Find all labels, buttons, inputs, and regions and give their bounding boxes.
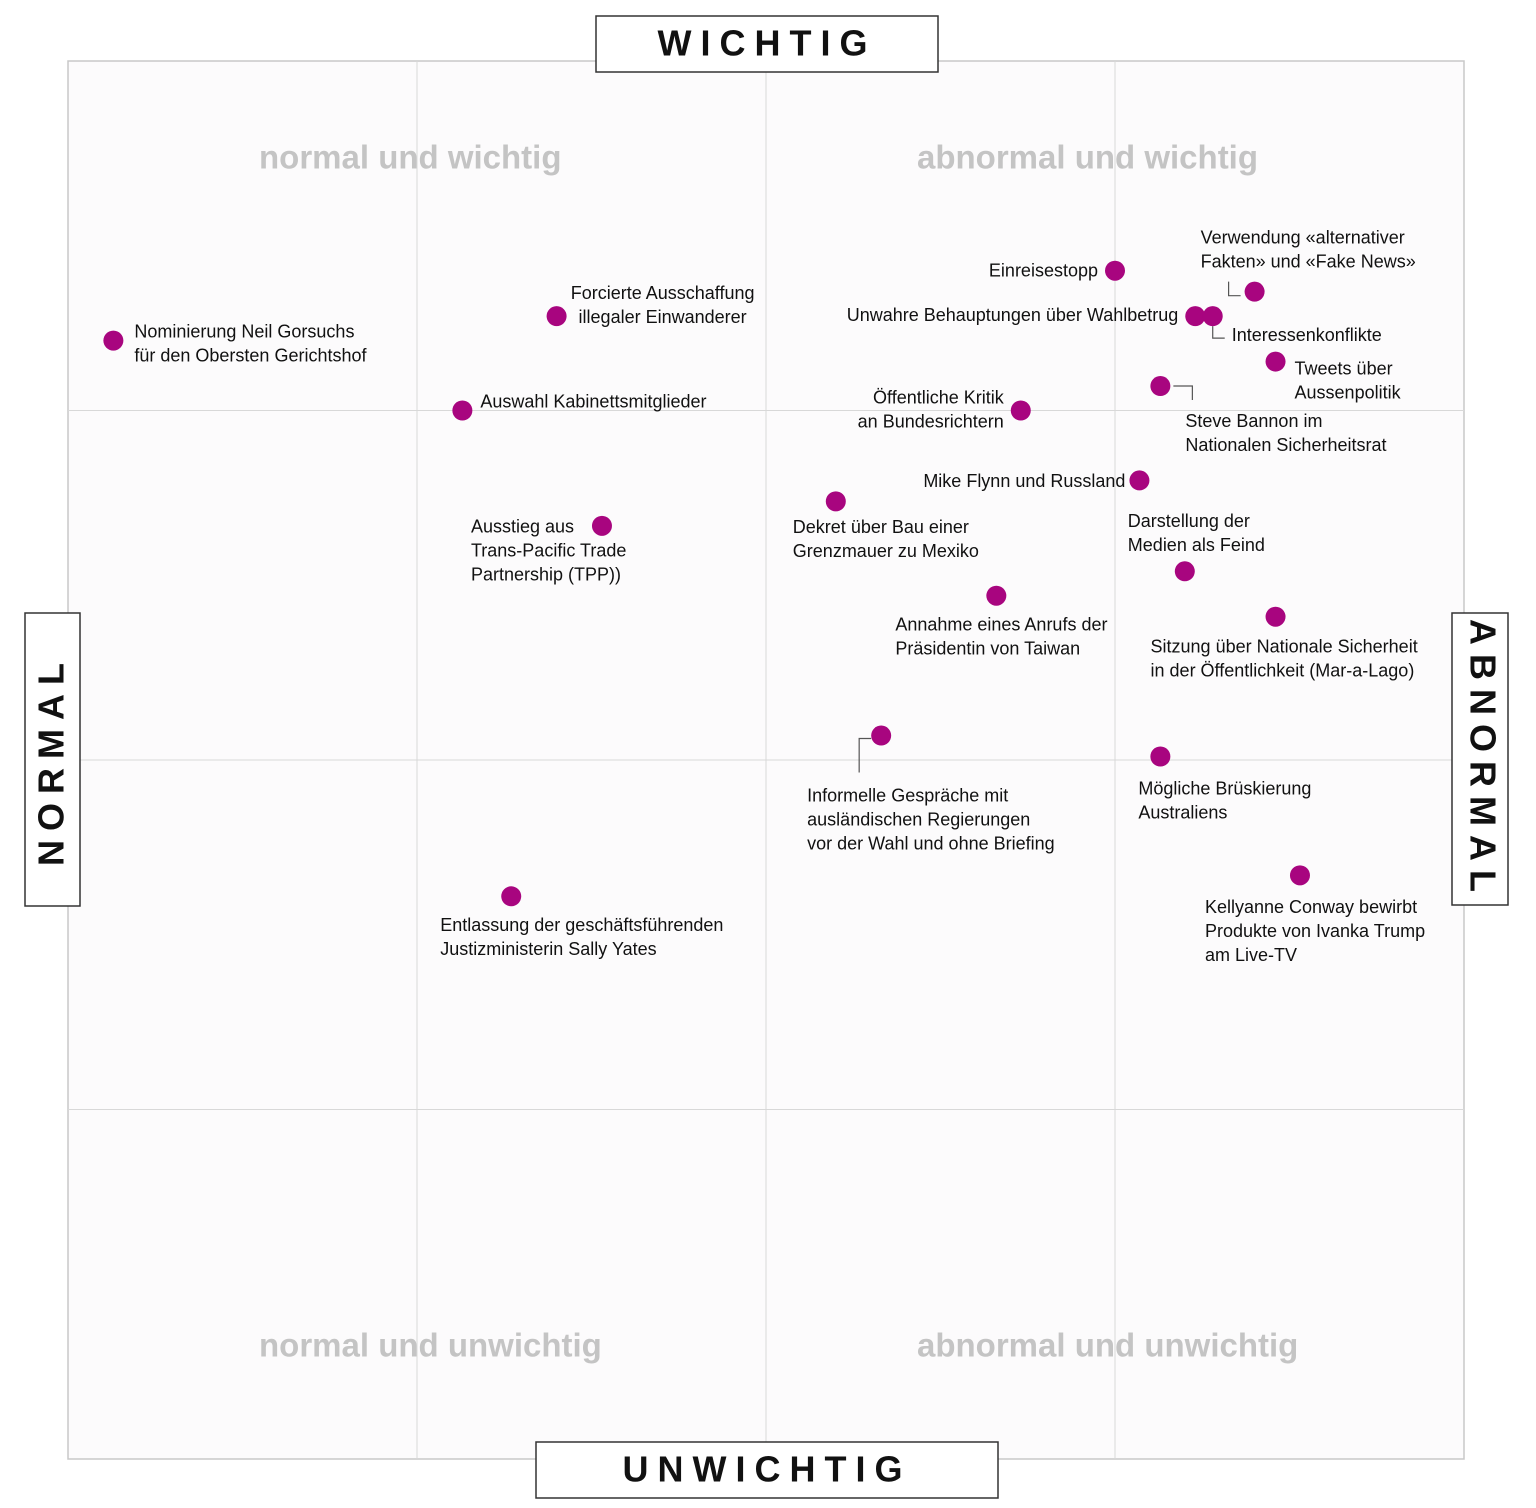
point [501,886,522,907]
point-label: Öffentliche Kritik [873,387,1005,407]
point-label: Präsidentin von Taiwan [895,638,1080,658]
point [1150,746,1171,767]
axis-box [535,1441,999,1499]
point [1129,470,1150,491]
point [871,725,892,746]
point [1150,376,1171,397]
point [1265,606,1286,627]
point-label: Aussenpolitik [1295,382,1402,402]
leader-lines [858,281,1241,773]
point-label: Annahme eines Anrufs der [895,614,1107,634]
point-label: in der Öffentlichkeit (Mar-a-Lago) [1151,660,1415,680]
point-label: Produkte von Ivanka Trump [1205,921,1425,941]
axis-title-top: WICHTIG [658,23,877,64]
point-label: Forcierte Ausschaffung [571,283,755,303]
point-label: an Bundesrichtern [858,411,1004,431]
point-label: Unwahre Behauptungen über Wahlbetrug [847,305,1179,325]
point [825,491,846,512]
point-label: illegaler Einwanderer [579,307,747,327]
point-label: Medien als Feind [1128,535,1265,555]
point [1174,561,1195,582]
point [103,330,124,351]
quadrant-label: abnormal und unwichtig [917,1327,1298,1364]
quadrant-label: normal und unwichtig [259,1327,602,1364]
point-label: Tweets über [1295,358,1393,378]
point-label: Nationalen Sicherheitsrat [1185,435,1386,455]
point-label: Auswahl Kabinettsmitglieder [480,391,706,411]
point-label: am Live-TV [1205,945,1297,965]
point-label: für den Obersten Gerichtshof [134,345,367,365]
point-label: vor der Wahl und ohne Briefing [807,833,1054,853]
point-label: Nominierung Neil Gorsuchs [134,321,354,341]
point-label: Mögliche Brüskierung [1138,778,1311,798]
point-label: Verwendung «alternativer [1201,227,1405,247]
point-label: Interessenkonflikte [1232,325,1382,345]
point [1105,260,1125,281]
quadrant-label: abnormal und wichtig [917,139,1258,176]
point [1185,306,1206,327]
point-label: Fakten» und «Fake News» [1201,251,1416,271]
axis-title-bottom: UNWICHTIG [623,1449,912,1490]
point-label: Grenzmauer zu Mexiko [793,541,979,561]
leader-line [1212,326,1225,339]
axis-title-left: NORMAL [31,654,72,866]
point-label: Justizministerin Sally Yates [440,939,656,959]
axis-box [595,15,939,73]
point [1202,306,1223,327]
point [546,306,567,327]
point-label: ausländischen Regierungen [807,809,1030,829]
point-label: Entlassung der geschäftsführenden [440,915,723,935]
point-label: Partnership (TPP)) [471,565,621,585]
axis-title-right: ABNORMAL [1462,619,1503,901]
point-label: Mike Flynn und Russland [923,471,1125,491]
axis-box [1451,612,1509,906]
point [986,585,1007,606]
point-label: Australiens [1138,802,1227,822]
point-label: Informelle Gespräche mit [807,785,1008,805]
point-label: Dekret über Bau einer [793,517,969,537]
axis-box [24,612,81,907]
point-label: Ausstieg aus [471,517,574,537]
point-label: Sitzung über Nationale Sicherheit [1151,636,1418,656]
point [1244,281,1265,302]
point [452,400,473,421]
point-label: Steve Bannon im [1185,411,1322,431]
point [1010,400,1031,421]
point-label: Trans-Pacific Trade [471,541,626,561]
point-label: Kellyanne Conway bewirbt [1205,897,1417,917]
point-label: Einreisestopp [989,260,1098,280]
quadrant-label: normal und wichtig [259,139,562,176]
point [1289,865,1310,886]
point-label: Darstellung der [1128,511,1250,531]
leader-line [1227,281,1241,297]
point [591,515,612,536]
leader-line [858,737,872,773]
leader-line [1173,385,1193,401]
point [1265,351,1286,372]
